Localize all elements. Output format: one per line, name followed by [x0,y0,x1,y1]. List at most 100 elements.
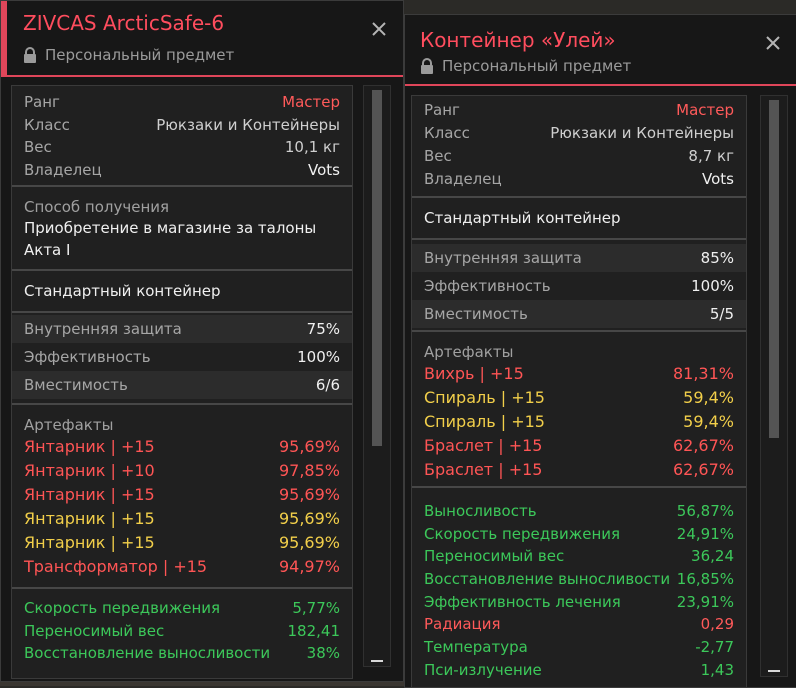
stat-row-name: Эффективность лечения [424,592,621,611]
tooltip-header: Контейнер «Улей» Персональный предмет [405,15,796,86]
artifact-list: Вихрь | +15 81,31% Спираль | +15 59,4% Спира… [412,362,746,482]
stat-row-name: Скорость передвижения [24,599,221,617]
artifacts-label: Артефакты [24,416,114,434]
scrollbar-thumb[interactable] [372,90,382,446]
artifact-row: Янтарник | +15 95,69% [12,435,352,459]
close-icon[interactable] [371,21,387,37]
artifact-row-name: Янтарник | +15 [24,533,155,552]
scrollbar-thumb[interactable] [769,100,779,438]
scrollbar-end-mark [768,670,780,672]
stat-row-name: Скорость передвижения [424,524,621,543]
props-section: Внутренняя защита 85% Эффективность 100% В… [412,240,746,332]
stat-row: Скорость передвижения 5,77% [12,597,352,620]
artifact-row: Янтарник | +15 95,69% [12,507,352,531]
info-row-rank: Ранг Мастер [424,100,734,119]
item-tooltip-hive: Контейнер «Улей» Персональный предмет Ра… [404,14,796,688]
stat-row-name: Температура [424,638,528,657]
artifact-row-value: 59,4% [683,388,734,407]
stat-list: Скорость передвижения 5,77% Переносимый ве… [12,597,352,665]
stat-row-value: 1,43 [700,660,734,679]
tooltip-header: ZIVCAS ArcticSafe-6 Персональный предмет [1,1,403,77]
prop-row-protection: Внутренняя защита 85% [412,244,746,272]
item-tooltip-zivcas: ZIVCAS ArcticSafe-6 Персональный предмет… [0,0,404,682]
artifact-row-value: 94,97% [278,557,340,576]
info-row-weight: Вес 10,1 кг [24,138,340,157]
artifacts-section: Артефакты Вихрь | +15 81,31% Спираль | +15… [412,332,746,488]
stat-row-name: Переносимый вес [24,621,165,640]
artifact-row-value: 59,4% [683,412,734,431]
info-row-class: Класс Рюкзаки и Контейнеры [24,115,340,134]
acquisition-section: Способ получения Приобретение в магазине… [12,187,352,271]
artifact-row-value: 62,67% [672,460,734,479]
artifact-row-name: Спираль | +15 [424,412,545,431]
stat-row-value: 24,91% [676,524,734,543]
props-section: Внутренняя защита 75% Эффективность 100% В… [12,313,352,405]
stat-row-value: 16,85% [676,570,734,589]
subtitle-text: Персональный предмет [45,46,235,64]
container-type: Стандартный контейнер [424,209,621,227]
container-type-section: Стандартный контейнер [412,198,746,240]
stat-row-value: 0,29 [700,615,734,634]
artifact-row-value: 97,85% [278,461,340,480]
artifact-row-value: 95,69% [278,509,340,528]
prop-row-protection: Внутренняя защита 75% [12,315,352,343]
artifact-row-name: Янтарник | +10 [24,461,155,480]
info-row-class: Класс Рюкзаки и Контейнеры [424,123,734,142]
artifacts-label: Артефакты [424,343,514,361]
artifact-row-name: Браслет | +15 [424,460,543,479]
acquisition-label: Способ получения [24,198,170,216]
close-icon[interactable] [765,35,781,51]
acquisition-text: Приобретение в магазине за талоны Акта I [24,219,317,259]
stat-row-value: 5,77% [292,599,340,617]
stat-row: Переносимый вес 36,24 [412,545,746,568]
artifact-row: Спираль | +15 59,4% [412,410,746,434]
stat-row-name: Выносливость [424,502,537,520]
tooltip-body[interactable]: Ранг Мастер Класс Рюкзаки и Контейнеры Вес… [11,85,353,679]
item-subtitle: Персональный предмет [420,57,631,78]
stat-list: Выносливость 56,87% Скорость передвижения 2… [412,500,746,682]
stat-row-value: 36,24 [691,547,734,566]
stat-row-name: Пси-излучение [424,660,542,679]
stat-row-value: 23,91% [676,592,734,611]
stat-row-name: Переносимый вес [424,547,565,566]
info-row-weight: Вес 8,7 кг [424,146,734,165]
prop-row-capacity: Вместимость 6/6 [12,371,352,399]
scrollbar[interactable] [363,85,391,667]
lock-icon [420,58,434,78]
artifacts-section: Артефакты Янтарник | +15 95,69% Янтарник |… [12,405,352,589]
scrollbar-end-mark [371,660,383,662]
info-section: Ранг Мастер Класс Рюкзаки и Контейнеры Вес… [412,96,746,198]
artifact-row: Вихрь | +15 81,31% [412,362,746,386]
artifact-row: Янтарник | +10 97,85% [12,459,352,483]
item-subtitle: Персональный предмет [23,46,234,67]
container-type: Стандартный контейнер [24,282,221,300]
artifact-row-value: 95,69% [278,485,340,504]
scrollbar[interactable] [760,95,788,677]
artifact-row: Браслет | +15 62,67% [412,434,746,458]
stats-section: Выносливость 56,87% Скорость передвижения 2… [412,488,746,682]
info-row-rank: Ранг Мастер [24,93,340,112]
lock-icon [23,47,37,67]
info-row-owner: Владелец Vots [424,169,734,188]
stat-row: Эффективность лечения 23,91% [412,591,746,614]
artifact-row: Спираль | +15 59,4% [412,386,746,410]
prop-row-capacity: Вместимость 5/5 [412,300,746,328]
stat-row: Восстановление выносливости 38% [12,642,352,665]
artifact-row-name: Янтарник | +15 [24,509,155,528]
stats-section: Скорость передвижения 5,77% Переносимый ве… [12,589,352,665]
rank-accent-bar [1,1,7,75]
stat-row-value: 56,87% [676,502,734,520]
background-strip [0,678,796,686]
stat-row-name: Восстановление выносливости [24,644,271,662]
tooltip-body[interactable]: Ранг Мастер Класс Рюкзаки и Контейнеры Вес… [411,95,747,687]
stat-row: Радиация 0,29 [412,613,746,636]
artifact-list: Янтарник | +15 95,69% Янтарник | +10 97,85%… [12,435,352,579]
stat-row: Скорость передвижения 24,91% [412,523,746,546]
artifact-row: Браслет | +15 62,67% [412,458,746,482]
stat-row: Пси-излучение 1,43 [412,659,746,682]
artifact-row-value: 95,69% [278,437,340,456]
artifact-row: Янтарник | +15 95,69% [12,483,352,507]
stat-row-value: 38% [306,644,340,662]
artifact-row: Трансформатор | +15 94,97% [12,555,352,579]
stat-row: Переносимый вес 182,41 [12,620,352,643]
